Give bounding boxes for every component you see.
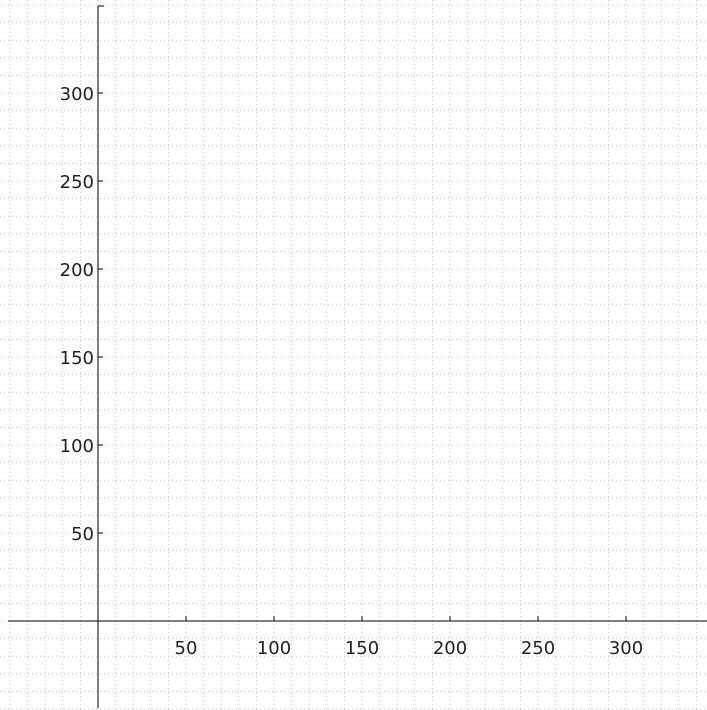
y-tick-label: 250	[60, 172, 94, 193]
x-tick-label: 300	[609, 638, 643, 659]
x-tick-label: 100	[257, 638, 291, 659]
x-tick-label: 250	[521, 638, 555, 659]
y-tick-label: 300	[60, 84, 94, 105]
x-tick-label: 150	[345, 638, 379, 659]
y-tick-label: 50	[71, 524, 94, 545]
x-tick-label: 50	[175, 638, 198, 659]
y-tick-label: 100	[60, 436, 94, 457]
x-tick-label: 200	[433, 638, 467, 659]
y-tick-label: 150	[60, 348, 94, 369]
tick-marks	[98, 92, 627, 621]
y-tick-label: 200	[60, 260, 94, 281]
tick-labels: 50 100 150 200 250 300 50 100 150 200 250 300	[60, 84, 644, 659]
